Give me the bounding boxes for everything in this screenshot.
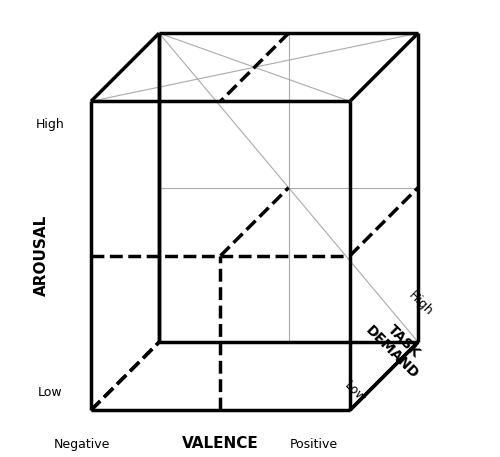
Text: High: High xyxy=(36,117,64,131)
Text: Positive: Positive xyxy=(290,438,338,451)
Text: AROUSAL: AROUSAL xyxy=(34,215,48,297)
Text: High: High xyxy=(406,289,435,318)
Text: VALENCE: VALENCE xyxy=(182,436,259,451)
Text: Low: Low xyxy=(341,379,368,405)
Text: TASK
DEMAND: TASK DEMAND xyxy=(362,312,432,382)
Text: Low: Low xyxy=(38,386,62,399)
Text: Negative: Negative xyxy=(54,438,110,451)
